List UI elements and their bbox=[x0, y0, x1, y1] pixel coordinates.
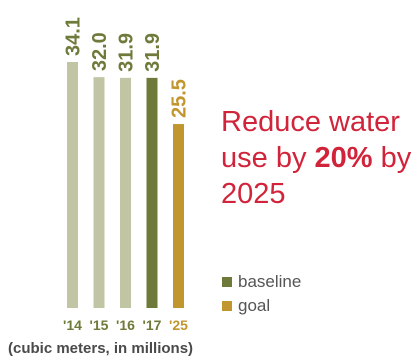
chart-headline: Reduce water use by 20% by 2025 bbox=[221, 104, 417, 212]
tick-label-1: '15 bbox=[90, 317, 109, 333]
tick-label-4: '25 bbox=[169, 317, 188, 333]
legend-item-baseline: baseline bbox=[222, 270, 301, 294]
tick-label-2: '16 bbox=[116, 317, 135, 333]
bar-3 bbox=[146, 77, 158, 308]
bar-0 bbox=[67, 62, 78, 308]
bar-2 bbox=[120, 77, 131, 308]
value-label-2: 31.9 bbox=[116, 33, 138, 72]
tick-label-3: '17 bbox=[143, 317, 162, 333]
headline-emphasis: 20% bbox=[314, 142, 373, 174]
value-label-1: 32.0 bbox=[89, 32, 111, 71]
bar-1 bbox=[93, 77, 105, 308]
value-label-0: 34.1 bbox=[63, 17, 85, 56]
unit-note: (cubic meters, in millions) bbox=[8, 340, 194, 357]
legend-item-goal: goal bbox=[222, 294, 301, 318]
bar-4 bbox=[173, 124, 184, 309]
legend-label-goal: goal bbox=[238, 296, 271, 315]
tick-label-0: '14 bbox=[63, 317, 82, 333]
value-label-4: 25.5 bbox=[169, 79, 191, 118]
headline-part2: by 2025 bbox=[221, 142, 412, 210]
legend-swatch-goal bbox=[222, 301, 232, 311]
chart-legend: baseline goal bbox=[222, 270, 301, 318]
legend-swatch-baseline bbox=[222, 277, 232, 287]
headline-part1: Reduce water use by bbox=[221, 106, 400, 174]
legend-label-baseline: baseline bbox=[238, 272, 302, 291]
value-label-3: 31.9 bbox=[142, 33, 164, 72]
